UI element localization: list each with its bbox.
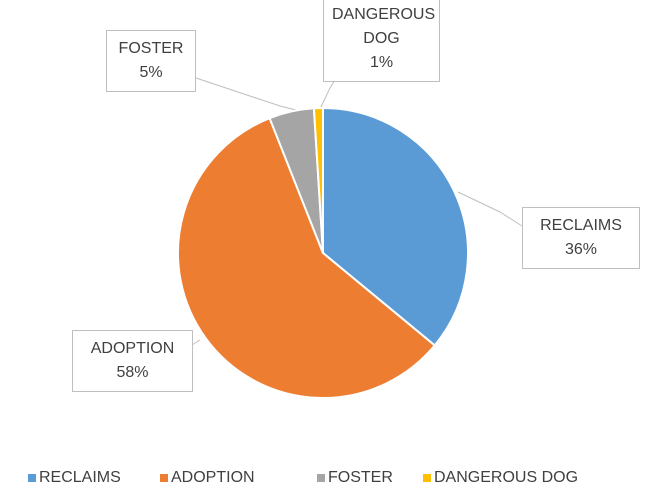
pie-slice (312, 106, 324, 254)
data-label: RECLAIMS 36% (522, 207, 640, 269)
leader-line (191, 339, 201, 346)
pie-slice (177, 116, 437, 399)
legend-label: FOSTER (328, 469, 393, 486)
data-label-value: 36% (564, 241, 598, 258)
legend-label: RECLAIMS (39, 469, 121, 486)
legend-marker (160, 474, 168, 482)
data-label-value: 58% (116, 364, 149, 381)
legend-label: ADOPTION (171, 469, 255, 486)
data-label: ADOPTION 58% (72, 330, 193, 392)
legend-marker (317, 474, 325, 482)
data-label-category: ADOPTION (90, 340, 175, 357)
leader-line (457, 191, 523, 227)
data-label-category: FOSTER (118, 40, 184, 57)
data-label-value: 5% (139, 64, 163, 81)
pie-slice (322, 106, 469, 347)
data-label-category: RECLAIMS (540, 217, 622, 234)
data-label-value: 1% (369, 54, 394, 71)
data-label-category: DANGEROUS DOG (332, 6, 436, 47)
leader-line (195, 77, 297, 111)
data-label: FOSTER 5% (106, 30, 196, 92)
legend-marker (423, 474, 431, 482)
legend-marker (28, 474, 36, 482)
legend-label: DANGEROUS DOG (434, 469, 578, 486)
data-label: DANGEROUS DOG 1% (323, 0, 440, 82)
